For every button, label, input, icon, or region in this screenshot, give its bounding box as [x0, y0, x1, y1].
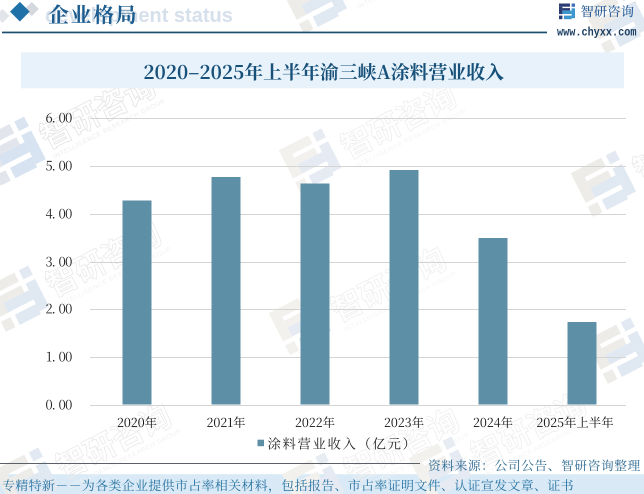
svg-text:www.chyxx.com: www.chyxx.com	[557, 27, 637, 40]
svg-text:development status: development status	[45, 5, 233, 27]
